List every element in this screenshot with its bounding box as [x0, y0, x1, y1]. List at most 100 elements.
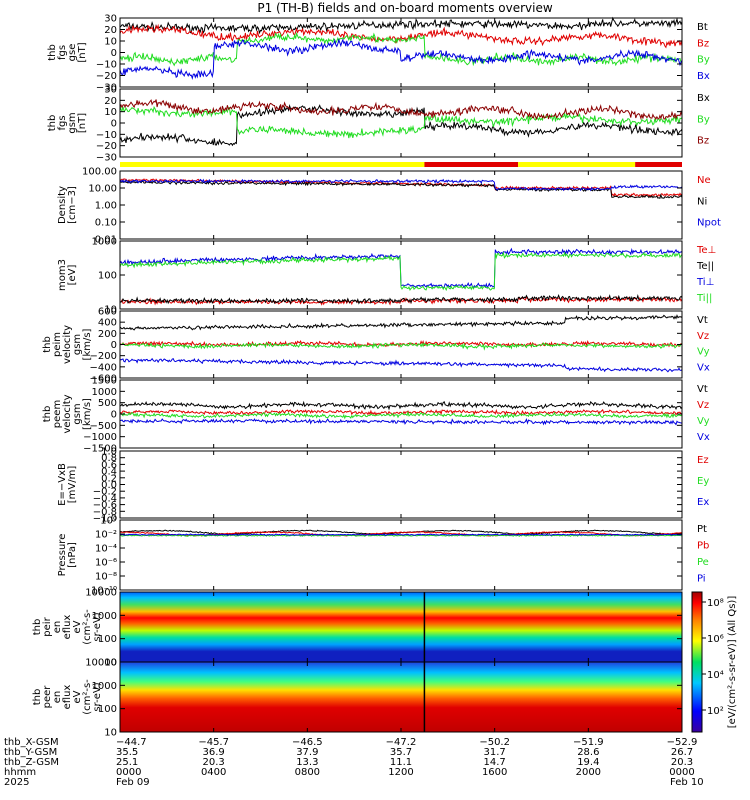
- mode-bar-segment: [120, 162, 425, 167]
- legend-fgs-gsm-Bz: Bz: [697, 136, 709, 147]
- mode-bar-segment: [424, 162, 519, 167]
- ylabel-density: Density [cm−3]: [57, 186, 78, 224]
- ylabel-fgs-gsm: thb fgs gsm [nT]: [47, 112, 88, 133]
- colorbar-tick-label: 10⁴: [707, 670, 724, 681]
- trace-temperature-Te⊥: [119, 295, 683, 306]
- trace-peim-velocity-Vt: [119, 314, 683, 331]
- legend-peem-velocity-Vt: Vt: [697, 384, 708, 395]
- legend-efield-Ez: Ez: [697, 455, 709, 466]
- ylabel-line: en: [52, 621, 63, 634]
- ytick-label: 0.01: [95, 235, 117, 246]
- ylabel-peem-velocity: thb peem velocity gsm [km/s]: [42, 394, 93, 433]
- legend-temperature-Te⊥: Te⊥: [696, 245, 716, 256]
- ylabel-line: Pressure: [57, 534, 68, 577]
- trace-peem-velocity-Vt: [119, 400, 683, 411]
- xtick-label-thb_X-GSM: −44.7: [116, 737, 147, 748]
- ytick-label: 20: [104, 96, 117, 107]
- ylabel-line: E=−VxB: [57, 463, 68, 506]
- ytick-label: 10: [104, 37, 117, 48]
- mode-bar-segment: [518, 162, 636, 167]
- mode-bar-segment: [635, 162, 682, 167]
- ytick-label: 10⁻²: [95, 530, 117, 541]
- ylabel-line: eV: [72, 620, 83, 633]
- ytick-label: −0.8: [93, 507, 117, 518]
- xtick-label-thb_Y-GSM: 35.7: [390, 747, 412, 758]
- legend-peim-velocity-Vy: Vy: [697, 347, 710, 358]
- ytick-label: −0.2: [93, 487, 117, 498]
- ylabel-line: thb: [42, 336, 53, 353]
- ylabel-line: eflux: [62, 685, 73, 710]
- xtick-label-thb_Y-GSM: 28.6: [577, 747, 599, 758]
- ytick-label: −10: [96, 60, 117, 71]
- panel-efield: 1.00.80.60.40.20.0−0.2−0.4−0.6−0.8−1.0 E=…: [57, 447, 709, 525]
- ytick-label: 10⁻¹⁰: [91, 586, 117, 597]
- trace-fgs-gsm-Bx: [119, 103, 683, 147]
- ylabel-line: thb: [42, 406, 53, 423]
- ytick-label: 100.00: [82, 167, 117, 178]
- trace-fgs-gse-Bx: [119, 38, 683, 80]
- xtick-label-hhmm: 2000: [576, 767, 601, 778]
- ytick-label: 10: [104, 728, 117, 739]
- xtick-label-thb_X-GSM: −45.7: [198, 737, 229, 748]
- ytick-label: 0.0: [101, 480, 117, 491]
- colorbar-tick-label: 10⁸: [707, 598, 724, 609]
- ytick-label: 10⁻⁸: [95, 572, 117, 583]
- ytick-label: 100: [98, 634, 117, 645]
- ytick-label: 1.00: [95, 201, 117, 212]
- legend-temperature-Ti⊥: Ti⊥: [696, 277, 714, 288]
- ytick-label: 0.4: [101, 467, 117, 478]
- xtick-label-hhmm: 0800: [295, 767, 320, 778]
- ylabel-line: sr-eV): [92, 612, 103, 641]
- ylabel-line: [nPa]: [67, 542, 78, 568]
- ylabel-line: thb: [32, 619, 43, 636]
- ylabel-line: fgs: [57, 45, 68, 60]
- spectrogram-peir-spec: [120, 592, 682, 662]
- ylabel-line: mom3: [57, 259, 68, 291]
- ytick-label: 0.8: [101, 453, 117, 464]
- trace-pressure-Pi: [119, 533, 683, 536]
- legend-pressure-Pi: Pi: [697, 574, 706, 585]
- ytick-label: 10.00: [88, 184, 117, 195]
- ytick-label: −400: [90, 362, 117, 373]
- trace-fgs-gse-Bz: [119, 23, 683, 49]
- ytick-label: 0.6: [101, 460, 117, 471]
- xtick-label-thb_Z-GSM: 14.7: [484, 757, 506, 768]
- ylabel-line: velocity: [62, 325, 73, 364]
- trace-peem-velocity-Vz: [119, 408, 683, 417]
- xtick-label-thb_X-GSM: −51.9: [573, 737, 604, 748]
- legend-temperature-Ti||: Ti||: [696, 293, 712, 304]
- colorbar-tick-label: 10²: [707, 706, 724, 717]
- ytick-label: 1000: [92, 611, 117, 622]
- ytick-label: 10000: [85, 658, 117, 669]
- trace-peim-velocity-Vy: [120, 341, 683, 351]
- xtick-label-hhmm: 1200: [388, 767, 413, 778]
- ylabel-efield: E=−VxB [mV/m]: [57, 463, 78, 506]
- ylabel-peir-spec: thb peir en eflux eV (cm²-s-sr-eV): [32, 609, 103, 645]
- ylabel-line: velocity: [62, 394, 73, 433]
- eph-row-label: thb_Y-GSM: [4, 747, 57, 758]
- ylabel-line: (cm²-s-: [82, 609, 93, 645]
- ylabel-line: thb: [32, 689, 43, 706]
- ylabel-line: gse: [67, 44, 78, 62]
- legend-peim-velocity-Vx: Vx: [697, 362, 710, 373]
- panel-pressure: 10⁰ 10⁻² 10⁻⁴ 10⁻⁶ 10⁻⁸ 10⁻¹⁰ Pressure [nPa] Pt P…: [57, 516, 709, 597]
- ylabel-line: gsm: [72, 403, 83, 424]
- colorbar: [691, 591, 703, 733]
- xtick-label-thb_Y-GSM: 26.7: [671, 747, 693, 758]
- legend-fgs-gsm-By: By: [697, 114, 710, 125]
- ylabel-peer-spec: thb peer en eflux eV (cm²-s-sr-eV): [32, 679, 103, 715]
- trace-peim-velocity-Vx: [119, 357, 683, 373]
- ylabel-line: Density: [57, 186, 68, 224]
- panel-frame-fgs-gsm: [119, 88, 683, 158]
- xtick-label-thb_X-GSM: −47.2: [386, 737, 417, 748]
- xtick-label-hhmm: 1600: [482, 767, 507, 778]
- ytick-label: 30: [104, 14, 117, 25]
- legend-efield-Ey: Ey: [697, 476, 709, 487]
- ytick-label: 0: [111, 119, 117, 130]
- ylabel-line: gsm: [72, 334, 83, 355]
- ylabel-line: peem: [52, 400, 63, 428]
- ylabel-pressure: Pressure [nPa]: [57, 534, 78, 577]
